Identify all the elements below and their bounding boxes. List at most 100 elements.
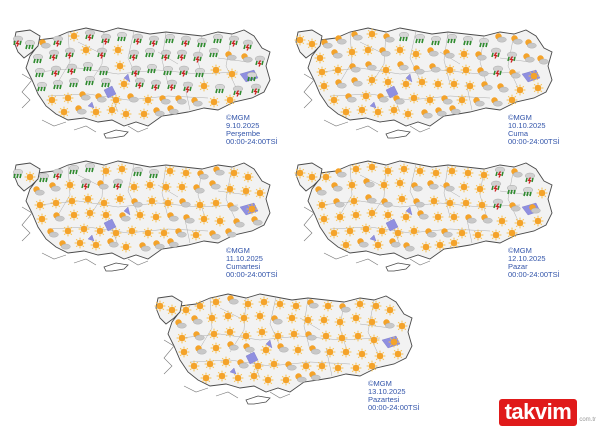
rain-icon xyxy=(430,35,441,46)
sun-icon xyxy=(382,209,394,221)
watermark-brand: takvim xyxy=(498,399,578,426)
partly-cloudy-icon xyxy=(47,228,59,238)
sun-icon xyxy=(194,300,206,312)
sun-icon xyxy=(120,241,132,253)
partly-cloudy-icon xyxy=(339,303,351,313)
province-border xyxy=(443,31,451,85)
map-caption: ©MGM 9.10.2025 Perşembe 00:00-24:00TSİ xyxy=(226,114,278,146)
sun-icon xyxy=(460,64,472,76)
rain-icon xyxy=(116,31,127,42)
sun-icon xyxy=(432,211,444,223)
partly-cloudy-icon xyxy=(383,33,395,43)
rain-icon xyxy=(214,84,225,94)
sun-icon xyxy=(360,90,372,102)
rain-icon xyxy=(208,48,219,58)
sun-icon xyxy=(458,48,470,60)
thunderstorm-icon xyxy=(100,33,111,45)
sun-icon xyxy=(448,237,460,249)
sun-icon xyxy=(514,84,526,96)
partly-cloudy-icon xyxy=(39,39,51,49)
partly-cloudy-icon xyxy=(321,39,333,49)
rain-icon xyxy=(398,31,409,42)
sun-icon xyxy=(146,195,158,207)
sun-icon xyxy=(82,193,94,205)
sun-icon xyxy=(350,209,362,221)
caption-hours: 00:00-24:00TSİ xyxy=(226,270,278,279)
thunderstorm-icon xyxy=(49,49,60,61)
sun-icon xyxy=(372,106,384,118)
coastline xyxy=(41,252,67,260)
caption-day: Cuma xyxy=(508,129,529,138)
partly-cloudy-icon xyxy=(443,49,455,59)
rain-icon xyxy=(37,82,48,92)
thunderstorm-icon xyxy=(228,35,239,47)
sun-icon xyxy=(350,362,362,374)
thunderstorm-icon xyxy=(51,65,62,77)
partly-cloudy-icon xyxy=(333,198,345,208)
forecast-map-day-4: ©MGM 12.10.2025 Pazar 00:00-24:00TSİ xyxy=(290,155,580,295)
sun-icon xyxy=(74,237,86,249)
sun-icon xyxy=(158,227,170,239)
sun-icon xyxy=(210,342,222,354)
weather-icons xyxy=(12,162,266,253)
partly-cloudy-icon xyxy=(191,97,203,107)
sun-icon xyxy=(316,360,328,372)
turkey-map xyxy=(12,27,271,139)
rain-icon xyxy=(462,35,473,46)
sun-icon xyxy=(208,328,220,340)
rain-icon xyxy=(162,66,173,76)
sun-icon xyxy=(444,64,456,76)
sun-icon xyxy=(402,108,414,120)
partly-cloudy-icon xyxy=(179,198,191,208)
sun-icon xyxy=(292,344,304,356)
sun-icon xyxy=(210,296,222,308)
province-border xyxy=(47,93,209,101)
partly-cloudy-icon xyxy=(413,65,425,75)
turkey-map xyxy=(154,293,413,405)
sun-icon xyxy=(382,76,394,88)
caption-source: ©MGM xyxy=(508,246,532,255)
thunderstorm-icon xyxy=(232,85,243,97)
sun-icon xyxy=(114,193,126,205)
thunderstorm-icon xyxy=(65,47,76,59)
partly-cloudy-icon xyxy=(411,182,423,192)
sun-icon xyxy=(382,165,394,177)
partly-cloudy-icon xyxy=(393,95,405,105)
partly-cloudy-icon xyxy=(153,240,165,250)
sun-icon xyxy=(400,211,412,223)
sun-icon xyxy=(322,300,334,312)
sun-icon xyxy=(268,358,280,370)
partly-cloudy-icon xyxy=(427,180,439,190)
sun-icon xyxy=(242,171,254,183)
sun-icon xyxy=(514,217,526,229)
rain-icon xyxy=(82,62,93,72)
sun-icon xyxy=(356,104,368,116)
thunderstorm-icon xyxy=(53,35,64,47)
sun-icon xyxy=(414,165,426,177)
partly-cloudy-icon xyxy=(427,47,439,57)
sun-icon xyxy=(240,185,252,197)
sun-icon xyxy=(396,193,408,205)
thunderstorm-icon xyxy=(180,35,191,47)
coastline xyxy=(183,385,209,393)
sun-icon xyxy=(100,165,112,177)
thunderstorm-icon xyxy=(242,39,253,51)
caption-source: ©MGM xyxy=(226,246,250,255)
sun-icon xyxy=(248,370,260,382)
weather-icons xyxy=(12,29,265,120)
sun-icon xyxy=(194,199,206,211)
partly-cloudy-icon xyxy=(425,228,437,238)
sun-icon xyxy=(24,171,36,183)
partly-cloudy-icon xyxy=(227,341,239,351)
sun-icon xyxy=(294,34,306,46)
sun-icon xyxy=(408,225,420,237)
sun-icon xyxy=(246,203,258,215)
sun-icon xyxy=(448,78,460,90)
thunderstorm-icon xyxy=(506,51,517,63)
sun-icon xyxy=(176,181,188,193)
coastline xyxy=(323,252,349,260)
partly-cloudy-icon xyxy=(167,212,179,222)
partly-cloudy-icon xyxy=(167,105,179,115)
partly-cloudy-icon xyxy=(193,184,205,194)
cyprus-outline xyxy=(103,262,129,272)
